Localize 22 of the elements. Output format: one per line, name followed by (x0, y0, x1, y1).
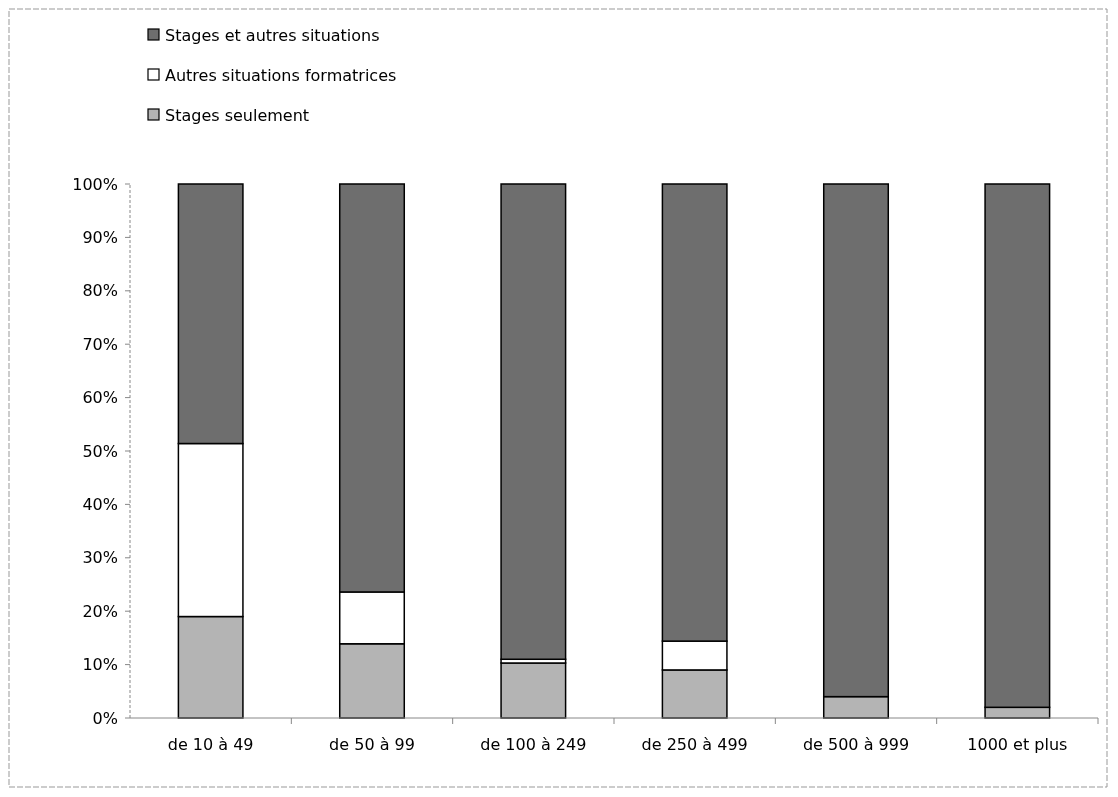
y-tick-label: 20% (82, 601, 118, 621)
x-tick-label: de 500 à 999 (802, 735, 910, 754)
y-tick-label: 50% (82, 441, 118, 461)
x-tick-label: de 100 à 249 (480, 735, 587, 754)
y-tick-label: 10% (82, 655, 118, 675)
legend-label: Stages seulement (165, 105, 310, 125)
x-tick-label: de 10 à 49 (167, 735, 254, 754)
y-tick-label: 40% (82, 495, 118, 514)
x-tick-label: 1000 et plus (967, 735, 1068, 754)
legend-label: Stages et autres situations (165, 25, 380, 45)
y-tick-label: 0% (92, 708, 118, 728)
bar (500, 183, 567, 661)
legend-label: Autres situations formatrices (165, 65, 397, 85)
y-tick-label: 90% (82, 228, 118, 247)
x-tick-label: de 250 à 499 (641, 735, 748, 754)
y-tick-label: 30% (82, 548, 118, 568)
bar (500, 662, 567, 719)
x-tick-label: de 50 à 99 (329, 735, 415, 754)
y-tick-label: 100% (72, 174, 118, 194)
y-tick-label: 80% (82, 281, 118, 301)
y-tick-label: 60% (82, 388, 118, 408)
y-tick-label: 70% (82, 334, 118, 354)
